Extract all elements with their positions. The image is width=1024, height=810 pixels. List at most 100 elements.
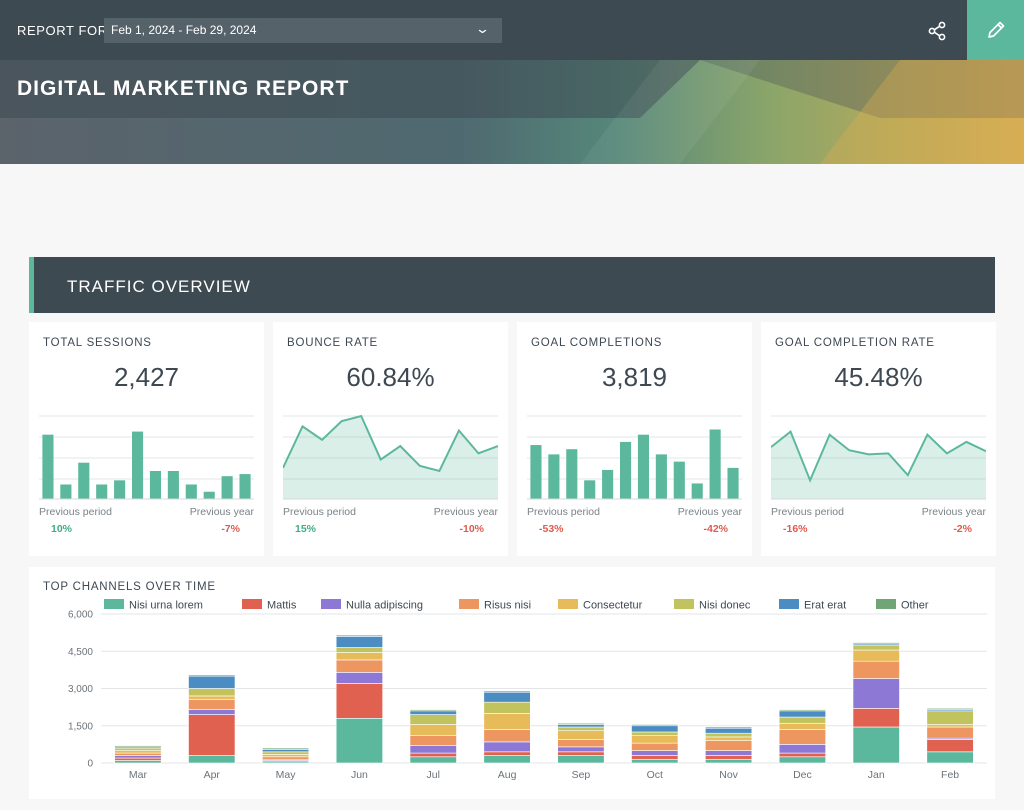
chart-bar-segment[interactable]: [262, 747, 310, 750]
chart-bar-segment[interactable]: [335, 634, 383, 637]
chart-bar-segment[interactable]: [926, 726, 974, 739]
chart-bar-segment[interactable]: [631, 725, 679, 733]
chart-bar-segment[interactable]: [335, 636, 383, 648]
chart-bar-segment[interactable]: [557, 724, 605, 728]
chart-bar-segment[interactable]: [483, 741, 531, 753]
chart-bar-segment[interactable]: [557, 746, 605, 753]
chart-bar-segment[interactable]: [188, 714, 236, 756]
chart-bar-segment[interactable]: [705, 732, 753, 738]
chart-bar-segment[interactable]: [188, 675, 236, 689]
chart-bar-segment[interactable]: [409, 756, 457, 764]
chart-bar-segment[interactable]: [483, 755, 531, 764]
legend-item[interactable]: Other: [876, 599, 929, 612]
legend-item[interactable]: Consectetur: [558, 599, 643, 612]
chart-bar-segment[interactable]: [409, 714, 457, 725]
chart-bar-segment[interactable]: [852, 644, 900, 651]
legend-item[interactable]: Erat erat: [779, 599, 846, 612]
chart-bar-segment[interactable]: [114, 757, 162, 761]
chart-bar-segment[interactable]: [114, 745, 162, 748]
chart-bar-segment[interactable]: [409, 752, 457, 758]
chart-bar-segment[interactable]: [852, 678, 900, 709]
chart-bar-segment[interactable]: [778, 752, 826, 758]
date-range-select[interactable]: Feb 1, 2024 - Feb 29, 2024 ⌄: [104, 18, 502, 43]
chart-bar-segment[interactable]: [705, 736, 753, 741]
chart-bar-segment[interactable]: [557, 755, 605, 764]
legend-item[interactable]: Risus nisi: [459, 599, 531, 612]
chart-bar-segment[interactable]: [705, 727, 753, 734]
chart-bar-segment[interactable]: [409, 745, 457, 754]
chart-bar-segment[interactable]: [335, 652, 383, 661]
chart-bar-segment[interactable]: [557, 722, 605, 725]
chart-bar-segment[interactable]: [557, 739, 605, 748]
chart-bar-segment[interactable]: [926, 708, 974, 710]
chart-bar-segment[interactable]: [852, 708, 900, 728]
chart-bar-segment[interactable]: [852, 660, 900, 679]
chart-bar-segment[interactable]: [483, 701, 531, 714]
chart-bar-segment[interactable]: [483, 729, 531, 743]
chart-bar-segment[interactable]: [409, 709, 457, 712]
edit-button[interactable]: [967, 0, 1024, 60]
chart-bar-segment[interactable]: [483, 691, 531, 703]
chart-bar-segment[interactable]: [188, 699, 236, 710]
share-button[interactable]: [918, 12, 956, 50]
chart-bar-segment[interactable]: [335, 659, 383, 673]
chart-bar-segment[interactable]: [778, 710, 826, 718]
chart-bar-segment[interactable]: [188, 709, 236, 715]
chart-bar-segment[interactable]: [778, 756, 826, 764]
chart-bar-segment[interactable]: [262, 754, 310, 758]
chart-bar-segment[interactable]: [852, 649, 900, 662]
chart-bar-segment[interactable]: [335, 672, 383, 684]
chart-bar-segment[interactable]: [188, 695, 236, 700]
chart-bar-segment[interactable]: [483, 751, 531, 756]
chart-bar-segment[interactable]: [631, 735, 679, 744]
chart-bar-segment[interactable]: [409, 735, 457, 746]
chart-bar-segment[interactable]: [705, 750, 753, 756]
chart-bar-segment[interactable]: [557, 726, 605, 732]
chart-bar-segment[interactable]: [335, 683, 383, 719]
chart-bar-segment[interactable]: [778, 729, 826, 745]
chart-bar-segment[interactable]: [188, 674, 236, 677]
chart-bar-segment[interactable]: [926, 739, 974, 753]
chart-bar-segment[interactable]: [335, 647, 383, 653]
chart-bar-segment[interactable]: [188, 755, 236, 764]
chart-bar-segment[interactable]: [778, 709, 826, 712]
chart-bar-segment[interactable]: [778, 722, 826, 730]
legend-item[interactable]: Mattis: [242, 599, 297, 612]
chart-bar-segment[interactable]: [631, 724, 679, 727]
chart-bar-segment[interactable]: [262, 756, 310, 760]
legend-item[interactable]: Nisi donec: [674, 599, 751, 612]
chart-bar-segment[interactable]: [631, 750, 679, 756]
chart-bar-segment[interactable]: [409, 724, 457, 736]
chart-bar-segment[interactable]: [852, 642, 900, 645]
chart-bar-segment[interactable]: [778, 744, 826, 754]
chart-bar-segment[interactable]: [483, 690, 531, 693]
chart-bar-segment[interactable]: [114, 755, 162, 759]
chart-bar-segment[interactable]: [705, 758, 753, 764]
chart-bar-segment[interactable]: [557, 730, 605, 740]
legend-item[interactable]: Nisi urna lorem: [104, 599, 203, 612]
chart-bar-segment[interactable]: [852, 726, 900, 764]
chart-bar-segment[interactable]: [262, 749, 310, 753]
chart-bar-segment[interactable]: [114, 760, 162, 764]
chart-bar-segment[interactable]: [705, 755, 753, 760]
chart-bar-segment[interactable]: [114, 750, 162, 754]
chart-bar-segment[interactable]: [926, 710, 974, 725]
chart-bar-segment[interactable]: [557, 751, 605, 756]
chart-bar-segment[interactable]: [631, 731, 679, 736]
chart-bar-segment[interactable]: [631, 755, 679, 760]
chart-bar-segment[interactable]: [114, 752, 162, 756]
chart-bar-segment[interactable]: [188, 688, 236, 697]
chart-bar-segment[interactable]: [483, 713, 531, 730]
chart-bar-segment[interactable]: [335, 718, 383, 764]
chart-bar-segment[interactable]: [114, 747, 162, 751]
chart-bar-segment[interactable]: [631, 758, 679, 764]
chart-bar-segment[interactable]: [631, 742, 679, 751]
chart-bar-segment[interactable]: [778, 716, 826, 724]
chart-bar-segment[interactable]: [926, 724, 974, 728]
chart-bar-segment[interactable]: [705, 726, 753, 729]
chart-bar-segment[interactable]: [705, 740, 753, 751]
chart-bar-segment[interactable]: [926, 751, 974, 764]
chart-bar-segment[interactable]: [409, 710, 457, 715]
legend-item[interactable]: Nulla adipiscing: [321, 599, 423, 612]
chart-bar-segment[interactable]: [262, 751, 310, 755]
